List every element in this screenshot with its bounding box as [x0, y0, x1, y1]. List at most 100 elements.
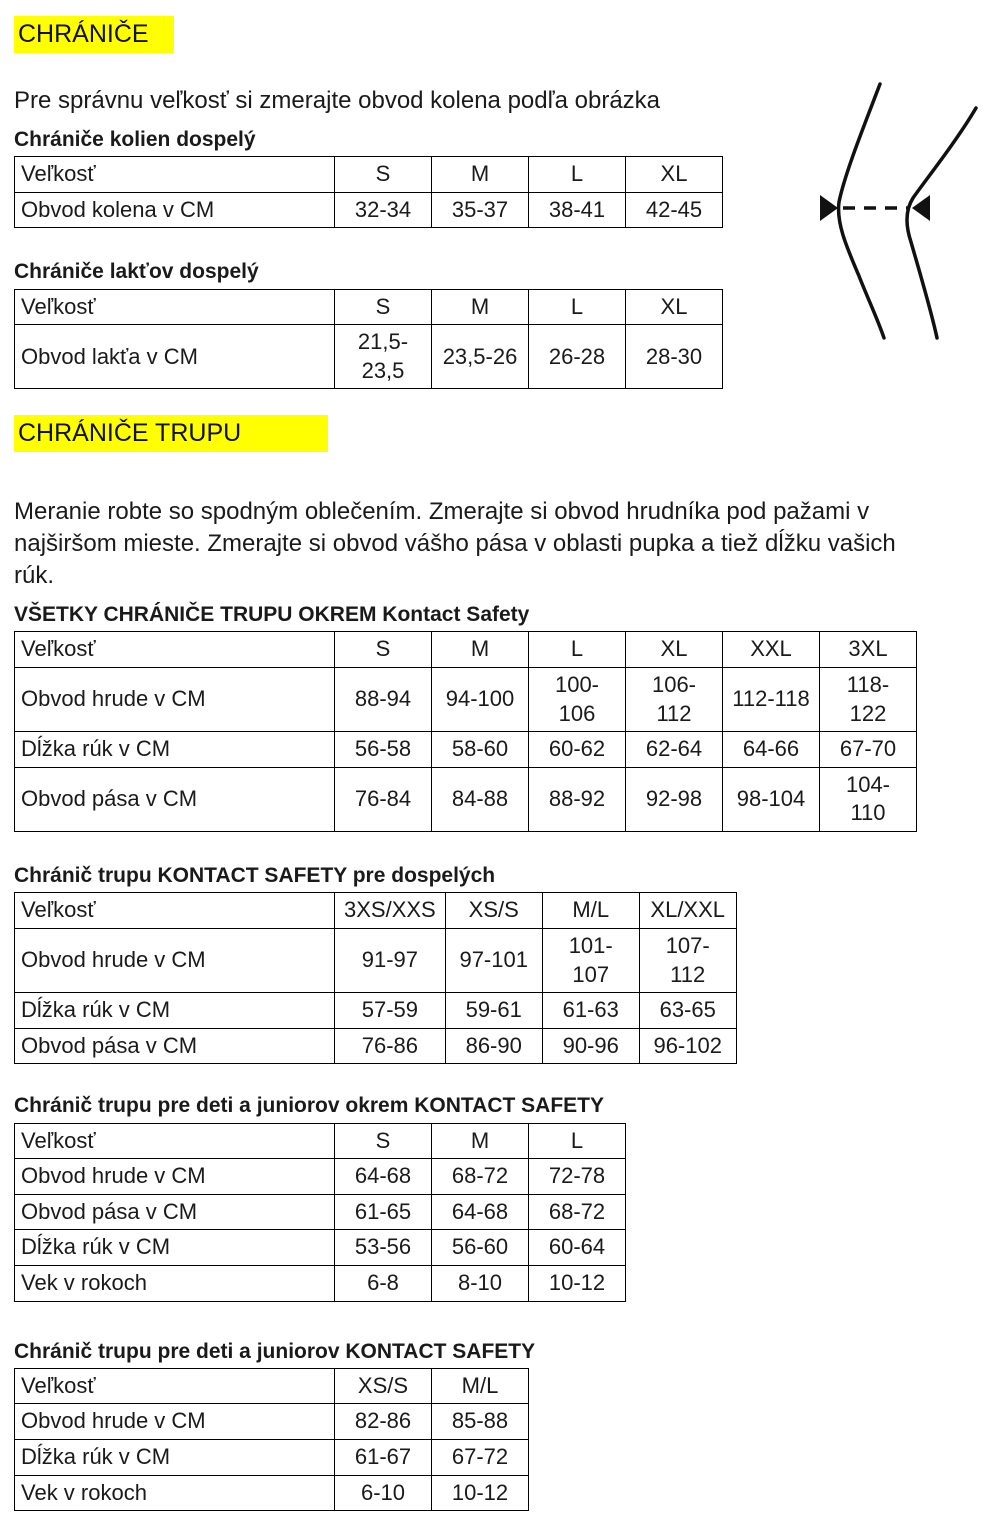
- value-cell: 86-90: [444, 1027, 543, 1065]
- elbow-table-title: Chrániče lakťov dospelý: [14, 260, 259, 284]
- table-header-row: Veľkosť S M L XL: [14, 288, 723, 326]
- value-cell: 88-92: [528, 766, 626, 833]
- knee-table-title: Chrániče kolien dospelý: [14, 127, 256, 151]
- value-cell: 104-110: [819, 766, 917, 833]
- size-header-cell: M: [431, 1122, 529, 1160]
- row-label-cell: Vek v rokoch: [14, 1474, 335, 1512]
- size-label-header: Veľkosť: [14, 892, 335, 929]
- value-cell: 90-96: [541, 1027, 640, 1065]
- value-cell: 101-107: [541, 927, 640, 994]
- value-cell: 92-98: [625, 766, 723, 833]
- size-label-header: Veľkosť: [14, 288, 335, 326]
- size-header-cell: XS/S: [444, 892, 543, 929]
- elbow-size-table: Veľkosť S M L XL Obvod lakťa v CM 21,5-2…: [14, 288, 723, 390]
- size-header-cell: XL: [625, 156, 723, 193]
- table-row: Obvod kolena v CM 32-34 35-37 38-41 42-4…: [14, 191, 723, 229]
- table-header-row: Veľkosť S M L: [14, 1122, 626, 1160]
- value-cell: 85-88: [431, 1403, 529, 1441]
- value-cell: 21,5-23,5: [334, 324, 432, 390]
- table-header-row: Veľkosť 3XS/XXS XS/S M/L XL/XXL: [14, 892, 737, 929]
- value-cell: 61-65: [334, 1193, 432, 1231]
- value-cell: 57-59: [334, 992, 446, 1029]
- value-cell: 60-62: [528, 731, 626, 768]
- value-cell: 64-68: [334, 1158, 432, 1195]
- value-cell: 53-56: [334, 1229, 432, 1266]
- size-header-cell: 3XS/XXS: [334, 892, 446, 929]
- size-header-cell: M: [431, 631, 529, 669]
- table-header-row: Veľkosť S M L XL: [14, 156, 723, 193]
- row-label-cell: Obvod lakťa v CM: [14, 324, 335, 390]
- value-cell: 107-112: [638, 927, 737, 994]
- value-cell: 32-34: [334, 191, 432, 229]
- kids-table-title: Chránič trupu pre deti a juniorov okrem …: [14, 1094, 604, 1118]
- kids-kontact-table-title: Chránič trupu pre deti a juniorov KONTAC…: [14, 1339, 536, 1363]
- value-cell: 94-100: [431, 667, 529, 733]
- protectors-intro-text: Pre správnu veľkosť si zmerajte obvod ko…: [14, 87, 661, 114]
- table-row: Obvod pása v CM 76-84 84-88 88-92 92-98 …: [14, 766, 917, 833]
- value-cell: 28-30: [625, 324, 723, 390]
- table-row: Obvod pása v CM 76-86 86-90 90-96 96-102: [14, 1027, 737, 1065]
- value-cell: 26-28: [528, 324, 626, 390]
- row-label-cell: Dĺžka rúk v CM: [14, 992, 335, 1029]
- value-cell: 63-65: [638, 992, 737, 1029]
- row-label-cell: Obvod hrude v CM: [14, 927, 335, 994]
- value-cell: 118-122: [819, 667, 917, 733]
- table-row: Vek v rokoch 6-10 10-12: [14, 1474, 529, 1512]
- table-row: Dĺžka rúk v CM 53-56 56-60 60-64: [14, 1229, 626, 1266]
- value-cell: 68-72: [528, 1193, 626, 1231]
- row-label-cell: Obvod kolena v CM: [14, 191, 335, 229]
- value-cell: 100-106: [528, 667, 626, 733]
- size-header-cell: L: [528, 1122, 626, 1160]
- size-header-cell: S: [334, 288, 432, 326]
- size-header-cell: XS/S: [334, 1367, 432, 1405]
- value-cell: 23,5-26: [431, 324, 529, 390]
- value-cell: 35-37: [431, 191, 529, 229]
- table-row: Obvod pása v CM 61-65 64-68 68-72: [14, 1193, 626, 1231]
- size-label-header: Veľkosť: [14, 156, 335, 193]
- value-cell: 76-84: [334, 766, 432, 833]
- value-cell: 112-118: [722, 667, 820, 733]
- size-label-header: Veľkosť: [14, 1367, 335, 1405]
- trunk-all-table-title: VŠETKY CHRÁNIČE TRUPU OKREM Kontact Safe…: [14, 603, 530, 627]
- row-label-cell: Obvod pása v CM: [14, 1027, 335, 1065]
- value-cell: 42-45: [625, 191, 723, 229]
- size-header-cell: L: [528, 631, 626, 669]
- row-label-cell: Obvod hrude v CM: [14, 667, 335, 733]
- value-cell: 76-86: [334, 1027, 446, 1065]
- value-cell: 38-41: [528, 191, 626, 229]
- size-header-cell: XXL: [722, 631, 820, 669]
- value-cell: 6-8: [334, 1264, 432, 1302]
- value-cell: 6-10: [334, 1474, 432, 1512]
- value-cell: 88-94: [334, 667, 432, 733]
- value-cell: 59-61: [444, 992, 543, 1029]
- size-header-cell: XL: [625, 631, 723, 669]
- trunk-all-size-table: Veľkosť S M L XL XXL 3XL Obvod hrude v C…: [14, 631, 917, 833]
- value-cell: 96-102: [638, 1027, 737, 1065]
- table-header-row: Veľkosť XS/S M/L: [14, 1367, 529, 1405]
- size-header-cell: S: [334, 1122, 432, 1160]
- value-cell: 91-97: [334, 927, 446, 994]
- table-row: Vek v rokoch 6-8 8-10 10-12: [14, 1264, 626, 1302]
- value-cell: 97-101: [444, 927, 543, 994]
- value-cell: 67-72: [431, 1439, 529, 1476]
- section-heading-protectors: CHRÁNIČE: [14, 16, 174, 53]
- kids-kontact-size-table: Veľkosť XS/S M/L Obvod hrude v CM 82-86 …: [14, 1367, 529, 1512]
- row-label-cell: Obvod pása v CM: [14, 766, 335, 833]
- size-header-cell: XL: [625, 288, 723, 326]
- value-cell: 82-86: [334, 1403, 432, 1441]
- value-cell: 10-12: [431, 1474, 529, 1512]
- table-row: Dĺžka rúk v CM 61-67 67-72: [14, 1439, 529, 1476]
- row-label-cell: Dĺžka rúk v CM: [14, 1229, 335, 1266]
- row-label-cell: Vek v rokoch: [14, 1264, 335, 1302]
- value-cell: 67-70: [819, 731, 917, 768]
- value-cell: 64-66: [722, 731, 820, 768]
- table-row: Obvod hrude v CM 64-68 68-72 72-78: [14, 1158, 626, 1195]
- value-cell: 58-60: [431, 731, 529, 768]
- size-header-cell: M: [431, 288, 529, 326]
- value-cell: 98-104: [722, 766, 820, 833]
- size-header-cell: L: [528, 288, 626, 326]
- size-header-cell: S: [334, 631, 432, 669]
- value-cell: 56-58: [334, 731, 432, 768]
- row-label-cell: Dĺžka rúk v CM: [14, 731, 335, 768]
- value-cell: 56-60: [431, 1229, 529, 1266]
